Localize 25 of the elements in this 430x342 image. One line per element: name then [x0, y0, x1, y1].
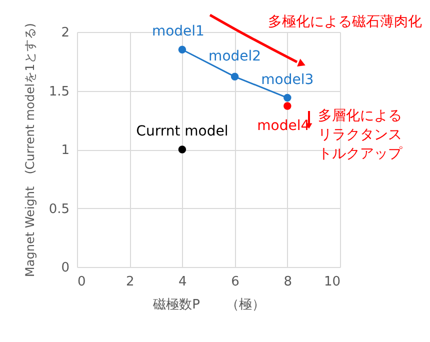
x-tick-label: 2 [126, 274, 134, 290]
point [284, 102, 292, 110]
x-tick-label: 6 [231, 274, 240, 290]
x-tick-label: 4 [178, 274, 187, 290]
y-tick-label: 1 [61, 143, 70, 158]
x-axis-title: 磁極数P （極） [152, 298, 265, 312]
y-tick-label: 1.5 [48, 84, 70, 100]
y-tick-label: 0.5 [48, 202, 70, 217]
x-tick-label: 8 [284, 274, 292, 290]
annotation: model1 [152, 24, 204, 40]
y-tick-label: 2 [61, 26, 70, 40]
text: 多極化による磁石薄肉化 [268, 14, 422, 30]
annotation: 多層化によるリラクタンストルクアップ [318, 108, 403, 162]
y-axis-title: Magnet Weight (Current modelを1とする) [22, 23, 37, 277]
annotation: Currnt model [136, 124, 228, 140]
annotation: model2 [208, 48, 262, 65]
x-tick-label: 0 [78, 274, 86, 290]
y-tick-label: 0 [61, 260, 70, 276]
point [178, 146, 186, 154]
annotation: model3 [261, 72, 314, 88]
point [284, 94, 292, 102]
x-tick-label: 10 [324, 274, 340, 290]
point [178, 46, 186, 54]
annotation: model4 [257, 118, 310, 134]
point [230, 72, 239, 81]
